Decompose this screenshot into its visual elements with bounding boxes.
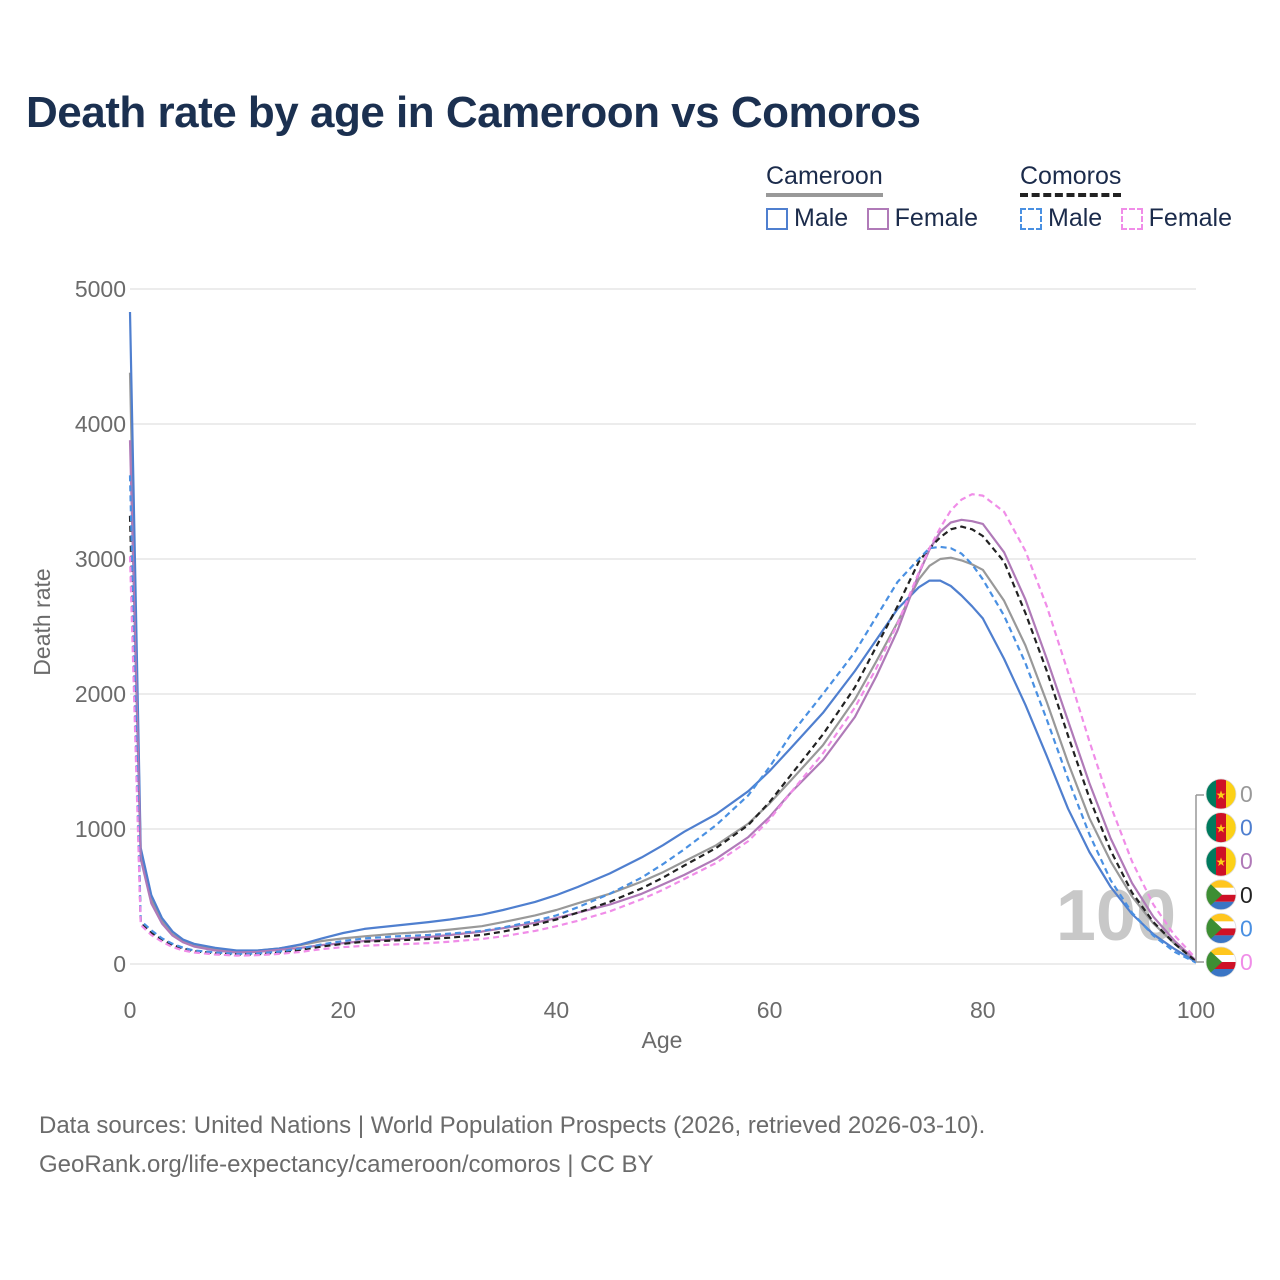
legend-group-title-cameroon[interactable]: Cameroon	[766, 162, 883, 197]
legend-item-comoros-male[interactable]: Male	[1020, 204, 1102, 233]
data-sources: Data sources: United Nations | World Pop…	[39, 1106, 985, 1184]
legend-group-cameroon[interactable]: Cameroon Male Female	[766, 162, 978, 232]
sources-line-1: Data sources: United Nations | World Pop…	[39, 1112, 986, 1139]
series-line-cameroon-total[interactable]	[128, 372, 1197, 963]
legend-group-title-comoros[interactable]: Comoros	[1020, 162, 1122, 197]
end-marker-flag	[1205, 913, 1237, 944]
end-marker-label: 0	[1240, 949, 1253, 975]
y-tick-label: 1000	[75, 816, 126, 842]
x-axis-label: Age	[642, 1027, 683, 1053]
series-line-cameroon-female[interactable]	[128, 440, 1197, 962]
end-marker-flag: ★	[1205, 845, 1237, 877]
legend-item-cameroon-female[interactable]: Female	[866, 204, 979, 233]
series-line-comoros-male[interactable]	[128, 475, 1197, 964]
y-tick-label: 3000	[75, 546, 126, 572]
x-tick-label: 40	[544, 997, 570, 1023]
end-marker-label: 0	[1240, 882, 1253, 908]
end-marker-flag	[1205, 946, 1237, 978]
star-icon: ★	[1216, 822, 1227, 836]
legend-label-cameroon-female: Female	[894, 204, 979, 232]
y-tick-label: 0	[113, 951, 126, 977]
grid-lines	[130, 288, 1196, 965]
chart-title: Death rate by age in Cameroon vs Comoros	[26, 88, 921, 137]
legend-swatch-comoros-male	[1020, 207, 1042, 230]
end-markers: ★ 0 ★ 0 ★ 0 0 0 0	[1195, 778, 1253, 978]
end-marker-flag: ★	[1205, 812, 1237, 843]
x-tick-label: 80	[970, 997, 996, 1023]
series-line-cameroon-male[interactable]	[128, 311, 1197, 963]
legend-item-comoros-female[interactable]: Female	[1120, 204, 1233, 233]
y-tick-label: 2000	[75, 681, 126, 707]
x-tick-labels: 0 20 40 60 80 100	[124, 997, 1216, 1023]
x-tick-label: 0	[124, 997, 137, 1023]
legend-swatch-comoros-female	[1120, 207, 1143, 230]
series-line-comoros-female[interactable]	[128, 493, 1197, 960]
legend-item-cameroon-male[interactable]: Male	[766, 204, 848, 233]
star-icon: ★	[1216, 855, 1227, 869]
y-tick-labels: 0 1000 2000 3000 4000 5000	[75, 276, 126, 977]
y-tick-label: 4000	[75, 411, 126, 437]
y-axis-label: Death rate	[29, 568, 55, 675]
x-tick-label: 60	[757, 997, 783, 1023]
star-icon: ★	[1216, 788, 1227, 802]
legend-label-comoros-male: Male	[1048, 204, 1103, 232]
legend-label-comoros-female: Female	[1148, 204, 1233, 232]
end-marker-label: 0	[1240, 781, 1253, 807]
legend-group-comoros[interactable]: Comoros Male Female	[1020, 162, 1232, 232]
y-tick-label: 5000	[75, 276, 126, 302]
sources-line-2: GeoRank.org/life-expectancy/cameroon/com…	[39, 1151, 654, 1178]
end-marker-flag	[1205, 879, 1237, 911]
end-marker-label: 0	[1240, 848, 1253, 874]
legend-swatch-cameroon-male	[766, 207, 788, 230]
end-marker-label: 0	[1240, 915, 1253, 941]
legend-swatch-cameroon-female	[866, 207, 889, 230]
series-line-comoros-total[interactable]	[128, 515, 1197, 963]
end-marker-label: 0	[1240, 815, 1253, 841]
legend-label-cameroon-male: Male	[794, 204, 849, 232]
end-marker-flag: ★	[1205, 778, 1237, 810]
x-tick-label: 20	[330, 997, 356, 1023]
x-tick-label: 100	[1177, 997, 1215, 1023]
series-lines	[128, 311, 1197, 964]
end-marker-bracket	[1195, 794, 1204, 963]
